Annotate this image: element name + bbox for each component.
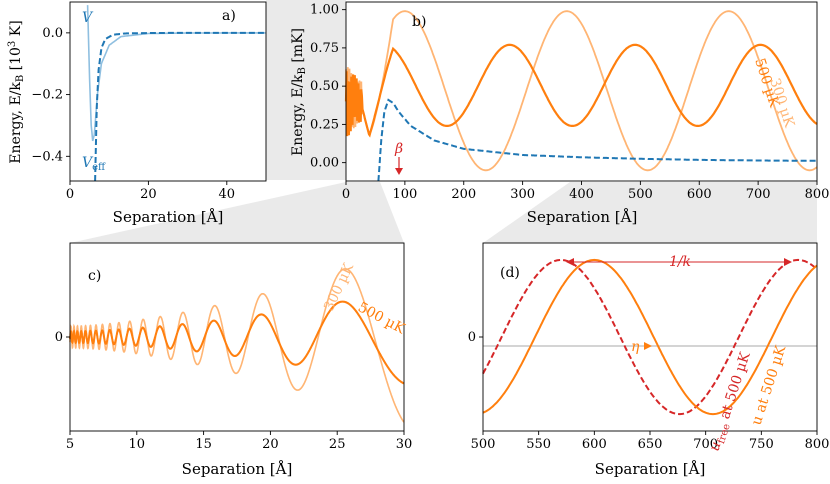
xlabel-c: Separation [Å] [182, 460, 293, 478]
xtick-label-d-5: 750 [749, 437, 774, 452]
label-veff: Veff [82, 155, 106, 173]
xtick-label-c-0: 5 [66, 437, 74, 452]
panel-b: 0 100 200 300 400 500 600 700 800 0.00 0.25 0.50 0.7… [290, 1, 830, 226]
xtick-label-a-1: 20 [140, 187, 157, 202]
xlabel-b: Separation [Å] [527, 208, 638, 226]
k-arrow-right-head [784, 258, 792, 266]
series-c-500uk-line [69, 300, 405, 385]
ytick-label-b-3: 0.75 [310, 41, 339, 56]
xtick-label-b-6: 600 [687, 187, 712, 202]
panel-c: 5 10 15 20 25 300 c) 300 µK 500 µK Separation… [55, 242, 413, 478]
series-300uk-line [345, 10, 818, 172]
zoom-wedge-a-to-b [266, 0, 346, 180]
xtick-label-b-5: 500 [628, 187, 653, 202]
xtick-label-c-3: 20 [262, 437, 279, 452]
label-k: 1/k [669, 254, 691, 270]
ytick-label-d-0: 0 [468, 330, 476, 345]
k-arrow-left-head [566, 258, 574, 266]
ytick-label-c-0: 0 [55, 330, 63, 345]
ylabel-a-sub: B [15, 75, 26, 82]
label-eta: η [631, 339, 640, 355]
series-c-300uk-line [69, 268, 405, 423]
ylabel-a-exp: 3 [7, 41, 18, 47]
ylabel-a-post: [10 [8, 47, 24, 75]
ylabel-b-pre: Energy, E/k [290, 74, 306, 156]
xtick-label-d-1: 550 [526, 437, 551, 452]
zoom-wedge-b-to-c [70, 182, 404, 243]
beta-arrow-head [395, 168, 403, 175]
xlabel-d: Separation [Å] [595, 460, 706, 478]
ylabel-b: Energy, E/kB [mK] [290, 28, 308, 156]
ytick-label-b-4: 1.00 [310, 3, 339, 18]
ylabel-b-sub: B [297, 67, 308, 74]
panel-c-label: c) [88, 268, 101, 284]
xtick-label-b-2: 200 [451, 187, 476, 202]
xtick-label-a-0: 0 [66, 187, 74, 202]
label-beta: β [394, 141, 403, 157]
xtick-label-d-3: 650 [638, 437, 663, 452]
xtick-label-b-1: 100 [392, 187, 417, 202]
xtick-label-b-3: 300 [510, 187, 535, 202]
panel-b-label: b) [412, 14, 426, 30]
ytick-label-b-0: 0.00 [310, 156, 339, 171]
panel-a: 0 20 40 0.0 −0.2 −0.4 a) V Veff Separation [Å… [7, 1, 267, 226]
xtick-label-b-4: 400 [569, 187, 594, 202]
xtick-label-c-5: 30 [396, 437, 413, 452]
label-v: V [82, 10, 94, 26]
series-500uk-line [344, 43, 818, 138]
xtick-label-d-6: 800 [805, 437, 830, 452]
ytick-label-b-2: 0.50 [310, 79, 339, 94]
label-veff-main: V [82, 155, 94, 171]
ylabel-a-end: K] [8, 20, 24, 40]
zoom-wedge-b-to-d [483, 182, 817, 243]
ylabel-a: Energy, E/kB [103 K] [7, 20, 26, 163]
ylabel-b-post: [mK] [290, 28, 306, 67]
ytick-label-a-1: −0.2 [31, 88, 63, 103]
xtick-label-a-2: 40 [219, 187, 236, 202]
label-veff-sub: eff [92, 162, 106, 173]
xlabel-a: Separation [Å] [113, 208, 224, 226]
panel-d-label: (d) [500, 265, 520, 281]
xtick-label-d-2: 600 [582, 437, 607, 452]
series-veff-line [94, 31, 266, 182]
ytick-label-a-0: 0.0 [42, 26, 63, 41]
ytick-label-b-1: 0.25 [310, 117, 339, 132]
series-veff-b-line [377, 98, 817, 182]
xtick-label-d-0: 500 [471, 437, 496, 452]
xtick-label-b-0: 0 [342, 187, 350, 202]
ylabel-a-pre: Energy, E/k [8, 82, 24, 164]
panel-a-label: a) [222, 8, 236, 24]
eta-arrow-head [644, 342, 652, 350]
ytick-label-a-2: −0.4 [31, 149, 63, 164]
xtick-label-d-4: 700 [693, 437, 718, 452]
series-u-line [482, 258, 818, 416]
xtick-label-c-1: 10 [129, 437, 146, 452]
xtick-label-c-4: 25 [329, 437, 346, 452]
xtick-label-c-2: 15 [195, 437, 212, 452]
xtick-label-b-7: 700 [746, 187, 771, 202]
xtick-label-b-8: 800 [805, 187, 830, 202]
